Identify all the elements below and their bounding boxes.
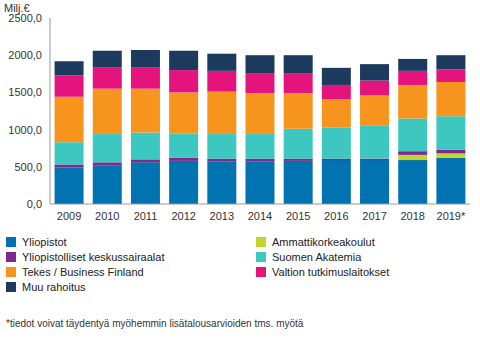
svg-text:500,0: 500,0 xyxy=(14,161,42,173)
html-text:Ammattikorkeakoulut: Ammattikorkeakoulut xyxy=(272,235,375,248)
svg-text:2000,0: 2000,0 xyxy=(8,49,42,61)
svg-text:2017: 2017 xyxy=(362,210,386,222)
svg-text:1000,0: 1000,0 xyxy=(8,124,42,136)
svg-text:2500,0: 2500,0 xyxy=(8,12,42,24)
svg-text:1500,0: 1500,0 xyxy=(8,86,42,98)
svg-text:2010: 2010 xyxy=(95,210,119,222)
html-text:*tiedot voivat täydentyä myöhe: *tiedot voivat täydentyä myöhemmin lisät… xyxy=(6,318,304,329)
svg-text:2012: 2012 xyxy=(171,210,195,222)
svg-text:0,0: 0,0 xyxy=(27,198,42,210)
svg-text:2014: 2014 xyxy=(248,210,272,222)
html-text:Suomen Akatemia: Suomen Akatemia xyxy=(272,250,362,263)
html-text:Milj.€: Milj.€ xyxy=(4,2,30,14)
svg-text:2011: 2011 xyxy=(134,210,158,222)
svg-text:2018: 2018 xyxy=(400,210,424,222)
svg-text:2019*: 2019* xyxy=(437,210,466,222)
html-text:Valtion tutkimuslaitokset: Valtion tutkimuslaitokset xyxy=(272,265,390,278)
svg-text:2016: 2016 xyxy=(324,210,348,222)
html-text:Yliopistot: Yliopistot xyxy=(22,235,67,248)
html-text:Muu rahoitus: Muu rahoitus xyxy=(22,280,86,293)
svg-text:2009: 2009 xyxy=(57,210,81,222)
svg-text:2015: 2015 xyxy=(286,210,310,222)
html-text:Tekes / Business Finland: Tekes / Business Finland xyxy=(22,265,144,278)
svg-text:2013: 2013 xyxy=(210,210,234,222)
html-text:Yliopistolliset keskussairaala: Yliopistolliset keskussairaalat xyxy=(22,250,165,263)
